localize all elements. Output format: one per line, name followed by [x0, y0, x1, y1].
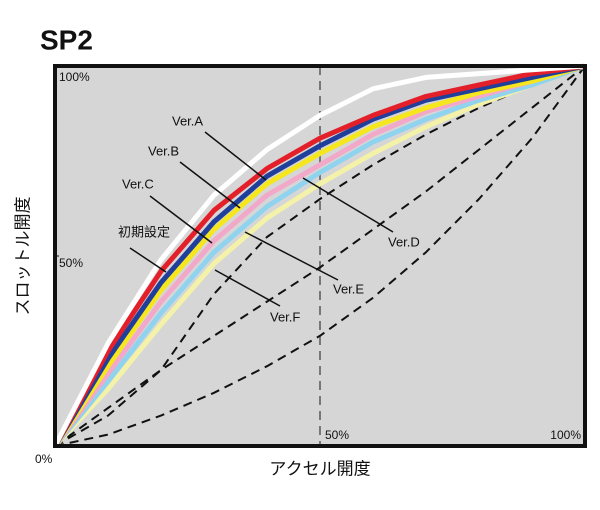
leader-line [204, 131, 267, 181]
series-label: Ver.A [172, 113, 203, 128]
series-line [52, 63, 586, 448]
series-label: Ver.B [148, 143, 179, 158]
leader-line [179, 161, 241, 209]
leader-line [244, 231, 339, 281]
series-label: Ver.E [333, 281, 364, 296]
x-tick-label: 100% [550, 428, 581, 442]
chart-title: SP2 [40, 24, 93, 55]
series-line [53, 63, 586, 448]
series-line [54, 65, 586, 447]
leader-line [214, 269, 281, 307]
leader-line [149, 195, 213, 244]
series-line [54, 65, 586, 447]
leader-line [129, 247, 167, 273]
series-line [52, 63, 586, 448]
series-label: Ver.C [122, 176, 154, 191]
x-tick-label: 0% [35, 452, 53, 466]
y-tick-label: 50% [59, 256, 83, 270]
x-tick-label: 50% [325, 428, 349, 442]
plot-border [53, 64, 587, 448]
y-axis-label: スロットル開度 [13, 197, 32, 316]
series-line [52, 63, 586, 448]
series-label: 初期設定 [118, 224, 170, 239]
x-axis-label: アクセル開度 [269, 459, 370, 478]
series-line [54, 65, 586, 447]
series-label: Ver.D [388, 234, 420, 249]
leader-line [302, 177, 394, 233]
series-line [52, 63, 586, 448]
y-tick-label: 100% [59, 70, 90, 84]
series-label: Ver.F [270, 309, 300, 324]
